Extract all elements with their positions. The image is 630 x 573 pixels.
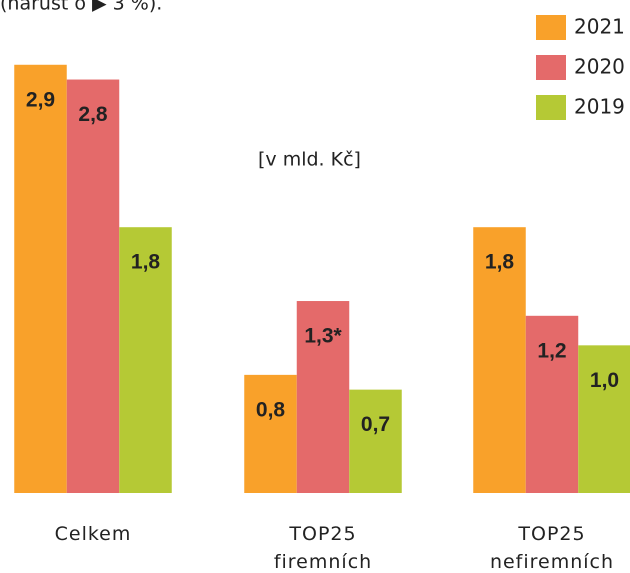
legend-label: 2020 bbox=[574, 55, 625, 79]
x-tick-label: TOP25 nefiremních bbox=[489, 523, 615, 573]
bar bbox=[14, 64, 67, 494]
value-label: 1,8 bbox=[485, 251, 515, 274]
legend-swatch bbox=[536, 95, 566, 120]
value-label: 2,8 bbox=[78, 103, 108, 126]
bar bbox=[578, 345, 630, 493]
legend-label: 2021 bbox=[574, 15, 625, 39]
bar bbox=[244, 374, 297, 493]
bar bbox=[473, 227, 526, 493]
bar bbox=[119, 227, 172, 493]
unit-label: [v mld. Kč] bbox=[258, 149, 361, 171]
legend-swatch bbox=[536, 15, 566, 40]
value-label: 1,3* bbox=[304, 325, 342, 348]
bar bbox=[296, 301, 350, 493]
bar bbox=[66, 79, 120, 494]
value-label: 1,8 bbox=[131, 251, 161, 274]
value-label: 1,0 bbox=[590, 369, 619, 392]
value-label: 2,9 bbox=[26, 88, 55, 111]
legend-label: 2019 bbox=[574, 95, 625, 119]
x-tick-label: Celkem bbox=[54, 523, 132, 545]
value-label: 1,2 bbox=[537, 339, 566, 362]
value-label: 0,7 bbox=[361, 413, 390, 436]
bar bbox=[525, 315, 579, 493]
subtitle: (nárůst o ▶ 3 %). bbox=[0, 0, 162, 15]
legend-swatch bbox=[536, 55, 566, 80]
value-label: 0,8 bbox=[256, 398, 286, 421]
x-tick-label: TOP25 firemních bbox=[273, 523, 373, 573]
bar bbox=[349, 389, 402, 493]
